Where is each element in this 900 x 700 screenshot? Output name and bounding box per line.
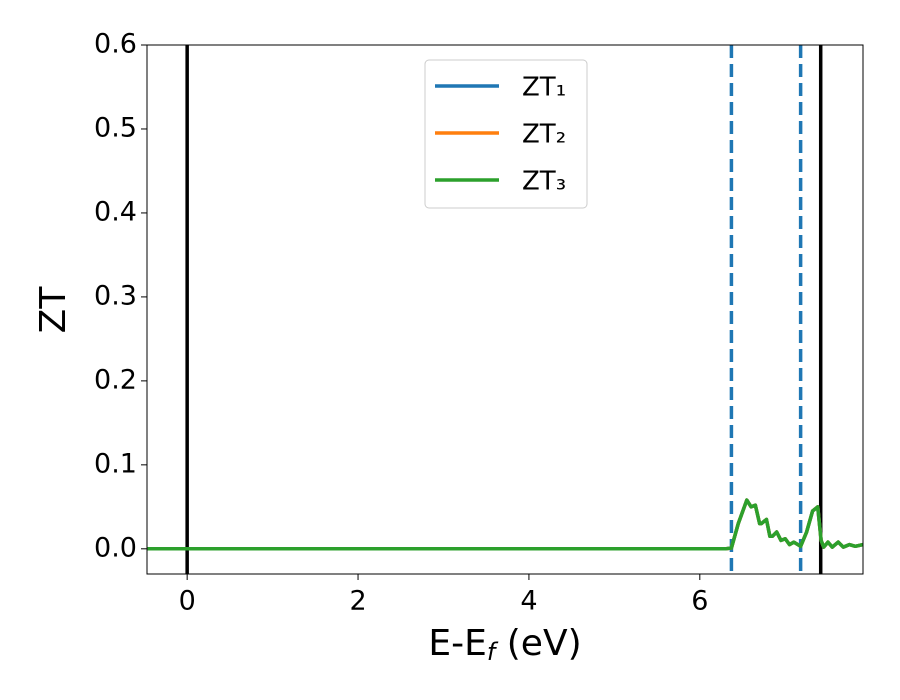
y-tick-label: 0.4 <box>94 196 137 227</box>
legend-label: ZT₁ <box>522 73 566 103</box>
series-line <box>147 498 863 551</box>
x-tick-label: 6 <box>691 586 708 617</box>
x-tick-label: 2 <box>349 586 366 617</box>
y-tick-label: 0.3 <box>94 280 137 311</box>
x-axis-label-main: E-E <box>428 623 486 664</box>
x-axis-label-unit: (eV) <box>495 623 581 664</box>
y-tick-label: 0.2 <box>94 364 137 395</box>
plot-frame <box>146 44 864 575</box>
x-tick-label: 4 <box>520 586 537 617</box>
x-axis-label: E-Ef (eV) <box>428 623 581 666</box>
y-tick-label: 0.0 <box>94 532 137 563</box>
y-axis-label: ZT <box>33 286 74 334</box>
x-tick-label: 0 <box>179 586 196 617</box>
legend-label: ZT₃ <box>522 167 566 197</box>
y-tick-label: 0.5 <box>94 112 137 143</box>
y-tick-label: 0.1 <box>94 448 137 479</box>
y-tick-label: 0.6 <box>94 29 137 60</box>
legend-box <box>424 59 588 209</box>
legend-label: ZT₂ <box>522 120 566 150</box>
